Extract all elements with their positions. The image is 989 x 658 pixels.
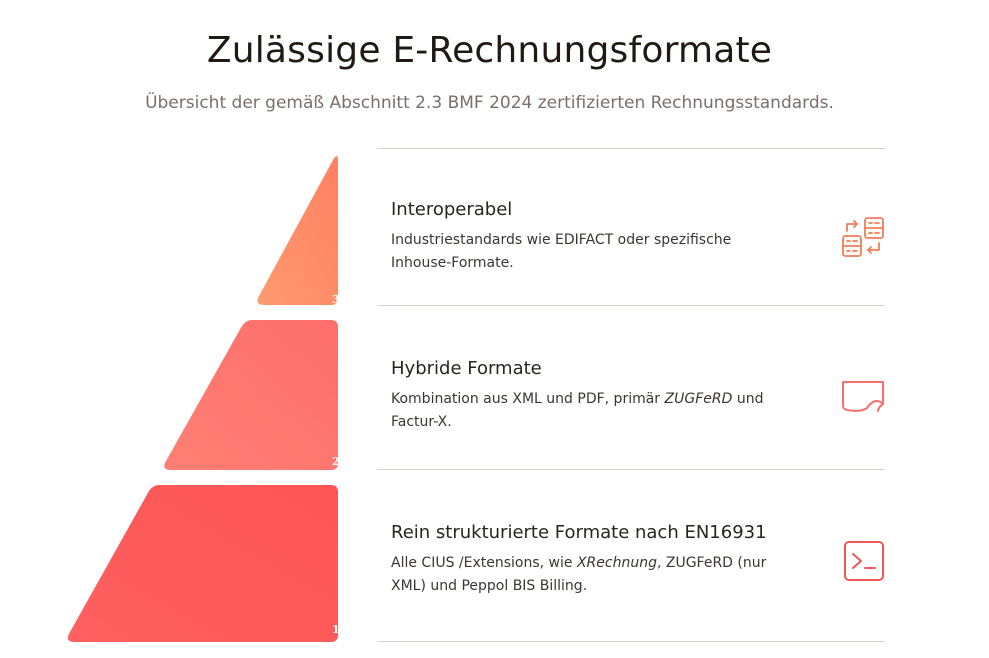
divider-bottom [377, 641, 885, 642]
tier-3-description: Industriestandards wie EDIFACT oder spez… [391, 232, 732, 271]
divider-2 [377, 469, 885, 470]
pyramid-tier-3 [257, 156, 338, 305]
data-exchange-icon [841, 216, 885, 262]
tier-2-title: Hybride Formate [391, 358, 542, 379]
tier-row-3: Interoperabel Industriestandards wie EDI… [377, 149, 885, 305]
pyramid-tier-3-number: 3 [332, 293, 340, 306]
page-subtitle: Übersicht der gemäß Abschnitt 2.3 BMF 20… [145, 93, 834, 113]
tier-1-description: Alle CIUS /Extensions, wie XRechnung, ZU… [391, 555, 767, 594]
tier-2-highlight: ZUGFeRD [664, 391, 733, 407]
tier-row-2: Hybride Formate Kombination aus XML und … [377, 306, 885, 470]
tier-row-1: Rein strukturierte Formate nach EN16931 … [377, 470, 885, 642]
document-scroll-icon [841, 378, 885, 418]
pyramid-tier-2 [164, 320, 338, 470]
pyramid-tier-1-number: 1 [332, 623, 340, 636]
tier-1-highlight: XRechnung [576, 555, 657, 571]
tier-1-title: Rein strukturierte Formate nach EN16931 [391, 522, 767, 543]
divider-top [377, 148, 885, 149]
divider-1 [377, 305, 885, 306]
terminal-icon [843, 540, 885, 586]
page-title: Zulässige E-Rechnungsformate [206, 30, 773, 71]
pyramid-tier-2-number: 2 [332, 455, 340, 468]
pyramid-tier-1 [67, 485, 338, 642]
tier-2-description: Kombination aus XML und PDF, primär ZUGF… [391, 391, 764, 430]
tier-3-title: Interoperabel [391, 199, 513, 220]
